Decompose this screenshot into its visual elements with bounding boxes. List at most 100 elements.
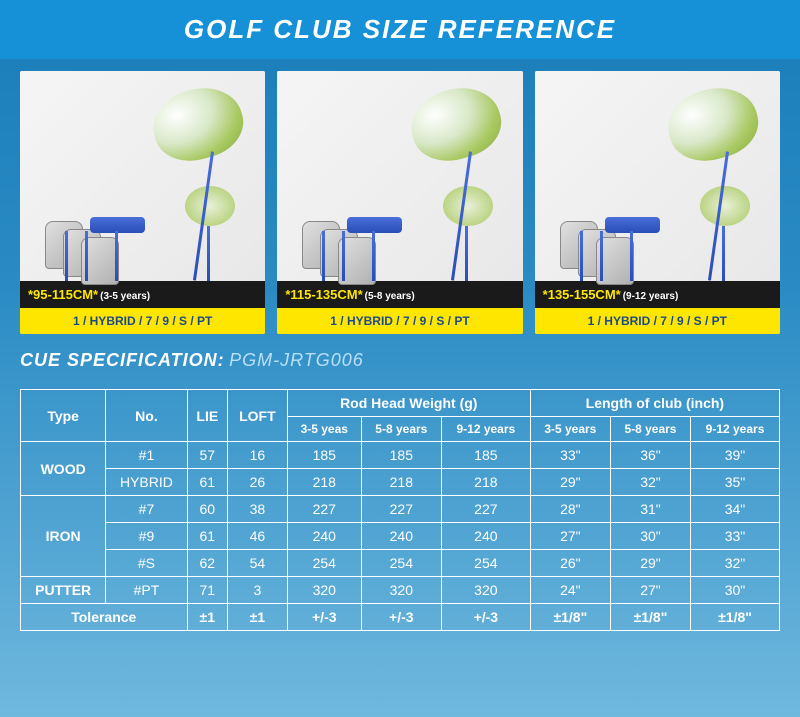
cell: #PT xyxy=(106,577,187,604)
club-list: 1 / HYBRID / 7 / 9 / S / PT xyxy=(20,308,265,334)
cell: 16 xyxy=(227,442,287,469)
club-list: 1 / HYBRID / 7 / 9 / S / PT xyxy=(277,308,522,334)
th-type: Type xyxy=(21,390,106,442)
product-card: *95-115CM* (3-5 years) 1 / HYBRID / 7 / … xyxy=(20,71,265,334)
th-loft: LOFT xyxy=(227,390,287,442)
cell: 24" xyxy=(530,577,610,604)
cell: 33" xyxy=(691,523,780,550)
years-value: (9-12 years) xyxy=(623,291,679,302)
cell: HYBRID xyxy=(106,469,187,496)
cell: 185 xyxy=(361,442,441,469)
cell: 240 xyxy=(441,523,530,550)
cell: 320 xyxy=(287,577,361,604)
product-card: *115-135CM* (5-8 years) 1 / HYBRID / 7 /… xyxy=(277,71,522,334)
cell: 33" xyxy=(530,442,610,469)
th-length-group: Length of club (inch) xyxy=(530,390,779,417)
table-row: HYBRID612621821821829"32"35" xyxy=(21,469,780,496)
cell: #7 xyxy=(106,496,187,523)
cell: 60 xyxy=(187,496,227,523)
cell: 36" xyxy=(610,442,690,469)
cell: 218 xyxy=(287,469,361,496)
cell: ±1/8" xyxy=(691,604,780,631)
spec-header: CUE SPECIFICATION: PGM-JRTG006 xyxy=(0,334,800,381)
cell: 26" xyxy=(530,550,610,577)
cell: 32" xyxy=(610,469,690,496)
size-label: *135-155CM* (9-12 years) xyxy=(535,281,780,308)
cell: #S xyxy=(106,550,187,577)
cell: 46 xyxy=(227,523,287,550)
cell: 218 xyxy=(441,469,530,496)
cell: 227 xyxy=(361,496,441,523)
cell: ±1/8" xyxy=(610,604,690,631)
cell: 30" xyxy=(610,523,690,550)
cell: ±1/8" xyxy=(530,604,610,631)
th-lie: LIE xyxy=(187,390,227,442)
cell: 62 xyxy=(187,550,227,577)
spec-code: PGM-JRTG006 xyxy=(229,350,364,370)
cell: 29" xyxy=(610,550,690,577)
spec-label: CUE SPECIFICATION: xyxy=(20,350,225,370)
cell: 61 xyxy=(187,523,227,550)
product-row: *95-115CM* (3-5 years) 1 / HYBRID / 7 / … xyxy=(0,59,800,334)
cell: +/-3 xyxy=(287,604,361,631)
cell: 71 xyxy=(187,577,227,604)
th-l-age3: 9-12 years xyxy=(691,417,780,442)
cell: 218 xyxy=(361,469,441,496)
cell: 185 xyxy=(441,442,530,469)
cell: ±1 xyxy=(227,604,287,631)
cell-type: PUTTER xyxy=(21,577,106,604)
size-label: *115-135CM* (5-8 years) xyxy=(277,281,522,308)
cell: #1 xyxy=(106,442,187,469)
th-w-age3: 9-12 years xyxy=(441,417,530,442)
cell: 185 xyxy=(287,442,361,469)
table-row: #S625425425425426"29"32" xyxy=(21,550,780,577)
cell: 30" xyxy=(691,577,780,604)
tolerance-label: Tolerance xyxy=(21,604,188,631)
cell: +/-3 xyxy=(361,604,441,631)
cell: 26 xyxy=(227,469,287,496)
th-w-age1: 3-5 yeas xyxy=(287,417,361,442)
product-image xyxy=(277,71,522,281)
cell: 39" xyxy=(691,442,780,469)
cell: 320 xyxy=(441,577,530,604)
size-label: *95-115CM* (3-5 years) xyxy=(20,281,265,308)
cell: 254 xyxy=(287,550,361,577)
cell: 38 xyxy=(227,496,287,523)
club-list: 1 / HYBRID / 7 / 9 / S / PT xyxy=(535,308,780,334)
cell: 254 xyxy=(361,550,441,577)
cell: ±1 xyxy=(187,604,227,631)
years-value: (3-5 years) xyxy=(100,291,150,302)
cell: +/-3 xyxy=(441,604,530,631)
cell: 29" xyxy=(530,469,610,496)
th-weight-group: Rod Head Weight (g) xyxy=(287,390,530,417)
cell: 35" xyxy=(691,469,780,496)
years-value: (5-8 years) xyxy=(365,291,415,302)
th-w-age2: 5-8 years xyxy=(361,417,441,442)
page-title: GOLF CLUB SIZE REFERENCE xyxy=(0,0,800,59)
table-row: IRON#7603822722722728"31"34" xyxy=(21,496,780,523)
cell: 54 xyxy=(227,550,287,577)
size-value: *115-135CM* xyxy=(285,287,362,302)
table-row: WOOD#1571618518518533"36"39" xyxy=(21,442,780,469)
th-l-age1: 3-5 years xyxy=(530,417,610,442)
cell: 31" xyxy=(610,496,690,523)
cell: 61 xyxy=(187,469,227,496)
cell: 227 xyxy=(441,496,530,523)
cell: 240 xyxy=(287,523,361,550)
cell-type: WOOD xyxy=(21,442,106,496)
cell: 320 xyxy=(361,577,441,604)
table-row: PUTTER#PT71332032032024"27"30" xyxy=(21,577,780,604)
tolerance-row: Tolerance±1±1+/-3+/-3+/-3±1/8"±1/8"±1/8" xyxy=(21,604,780,631)
cell: 28" xyxy=(530,496,610,523)
cell: 57 xyxy=(187,442,227,469)
cell: 240 xyxy=(361,523,441,550)
cell: 32" xyxy=(691,550,780,577)
table-row: #9614624024024027"30"33" xyxy=(21,523,780,550)
th-no: No. xyxy=(106,390,187,442)
product-image xyxy=(20,71,265,281)
cell: 34" xyxy=(691,496,780,523)
th-l-age2: 5-8 years xyxy=(610,417,690,442)
cell-type: IRON xyxy=(21,496,106,577)
size-value: *95-115CM* xyxy=(28,287,98,302)
spec-table: Type No. LIE LOFT Rod Head Weight (g) Le… xyxy=(20,389,780,631)
